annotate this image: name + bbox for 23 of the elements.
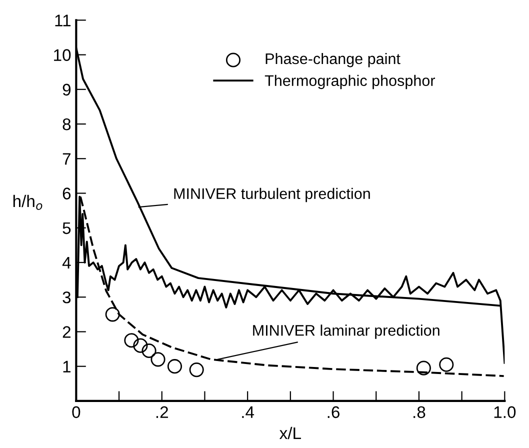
y-tick-label: 10 xyxy=(54,49,71,61)
y-tick-label: 1 xyxy=(63,360,70,372)
x-tick-label: .4 xyxy=(242,406,254,418)
x-tick-label: .8 xyxy=(414,406,426,418)
annotation: MINIVER laminar prediction xyxy=(253,324,440,339)
y-tick-label: 2 xyxy=(62,326,70,338)
x-axis-title: x/L xyxy=(279,426,301,440)
x-tick-label: 1.0 xyxy=(494,406,516,418)
legend-label: Phase-change paint xyxy=(266,52,400,68)
y-axis-title: h/h$_{o}$ xyxy=(13,194,42,210)
y-tick-label: 3 xyxy=(62,292,71,304)
x-tick-label: 0 xyxy=(72,406,80,418)
y-tick-label: 6 xyxy=(62,188,71,200)
x-tick-label: .2 xyxy=(156,406,168,418)
x-tick-label: .6 xyxy=(328,406,340,418)
y-tick-label: 5 xyxy=(62,222,71,234)
y-tick-label: 8 xyxy=(62,118,71,130)
legend-label: Thermographic phosphor xyxy=(264,74,436,90)
y-tick-label: 4 xyxy=(62,257,71,269)
y-tick-label: 11 xyxy=(55,14,71,26)
y-tick-label: 7 xyxy=(62,153,70,165)
y-tick-label: 9 xyxy=(62,84,71,96)
annotation: MINIVER turbulent prediction xyxy=(174,188,370,202)
